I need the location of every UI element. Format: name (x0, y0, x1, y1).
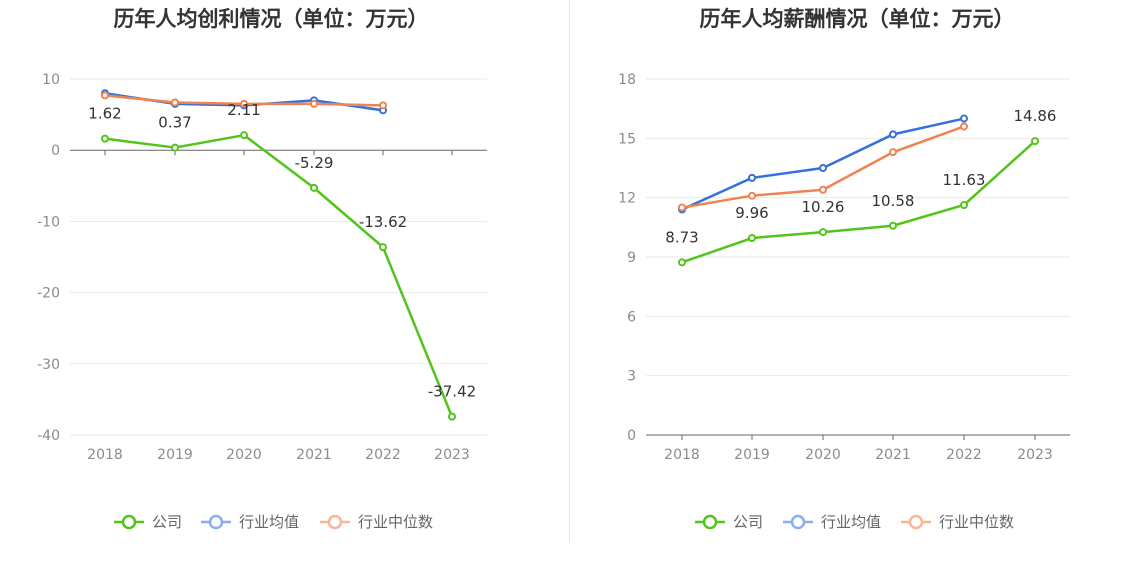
legend-marker-icon (327, 514, 343, 530)
legend-item-industry-average[interactable]: 行业均值 (201, 513, 299, 531)
series-industry-median-point[interactable] (240, 99, 248, 108)
legend-item-company[interactable]: 公司 (695, 513, 763, 531)
y-tick-label: -10 (37, 214, 60, 230)
data-label: 0.37 (158, 114, 191, 132)
x-tick-label: 2018 (664, 447, 700, 463)
y-tick-label: 18 (618, 72, 636, 88)
salary-per-capita-chart: 历年人均薪酬情况（单位：万元） 18 15 12 9 6 3 0 2018 2019 2020 20… (618, 7, 1070, 531)
series-industry-average-point[interactable] (889, 130, 897, 139)
x-tick-label: 2023 (434, 447, 470, 463)
data-label: 1.62 (88, 105, 121, 123)
x-tick-label: 2020 (805, 447, 841, 463)
chart-title: 历年人均薪酬情况（单位：万元） (700, 7, 1015, 31)
legend-label: 行业中位数 (939, 513, 1014, 531)
series-industry-median-point[interactable] (960, 122, 968, 131)
y-tick-label: 12 (618, 191, 636, 207)
series-company-point[interactable] (960, 200, 968, 209)
profit-per-capita-chart: 历年人均创利情况（单位：万元） 10 0 -10 -20 -30 -40 2018 2019 2… (37, 7, 487, 531)
chart-divider (569, 0, 570, 542)
legend-marker-icon (702, 514, 718, 530)
data-label: 10.58 (872, 192, 915, 210)
legend-marker-icon (121, 514, 137, 530)
legend-label: 公司 (152, 513, 182, 531)
x-tick-label: 2021 (875, 447, 911, 463)
series-company-point[interactable] (171, 143, 179, 152)
series-company-point[interactable] (448, 412, 456, 421)
series-company-line (681, 140, 1036, 264)
series-industry-median-point[interactable] (678, 203, 686, 212)
series-industry-median-point[interactable] (379, 101, 387, 110)
series-industry-median-point[interactable] (171, 98, 179, 107)
y-tick-label: 0 (51, 143, 60, 159)
x-tick-label: 2022 (365, 447, 401, 463)
y-tick-label: 0 (627, 428, 636, 444)
series-industry-median-point[interactable] (819, 185, 827, 194)
series-company-point[interactable] (819, 228, 827, 237)
y-tick-label: 6 (627, 309, 636, 325)
series-industry-average-point[interactable] (960, 114, 968, 123)
y-tick-label: -30 (37, 357, 60, 373)
x-tick-label: 2019 (734, 447, 770, 463)
data-label: 14.86 (1014, 107, 1057, 125)
series-industry-median-point[interactable] (310, 99, 318, 108)
x-tick-label: 2021 (296, 447, 332, 463)
legend-label: 行业均值 (821, 513, 881, 531)
legend-label: 公司 (733, 513, 763, 531)
legend-item-industry-average[interactable]: 行业均值 (783, 513, 881, 531)
series-industry-average-point[interactable] (748, 173, 756, 182)
x-tick-label: 2020 (226, 447, 262, 463)
legend-marker-icon (208, 514, 224, 530)
data-label: -37.42 (428, 383, 476, 401)
y-tick-label: -20 (37, 286, 60, 302)
legend-label: 行业中位数 (358, 513, 433, 531)
legend-marker-icon (790, 514, 806, 530)
y-tick-label: 10 (42, 72, 60, 88)
series-company-point[interactable] (379, 243, 387, 252)
data-label: 9.96 (735, 204, 768, 222)
y-tick-label: 9 (627, 250, 636, 266)
legend-item-company[interactable]: 公司 (114, 513, 182, 531)
data-label: -13.62 (359, 213, 407, 231)
legend-item-industry-median[interactable]: 行业中位数 (320, 513, 433, 531)
data-label: 10.26 (802, 198, 845, 216)
series-company-point[interactable] (678, 258, 686, 267)
legend-label: 行业均值 (239, 513, 299, 531)
data-label: 11.63 (943, 171, 986, 189)
series-industry-median-point[interactable] (101, 91, 109, 100)
series-industry-average-point[interactable] (819, 164, 827, 172)
chart-title: 历年人均创利情况（单位：万元） (114, 7, 429, 31)
x-tick-label: 2018 (87, 447, 123, 463)
series-industry-median-point[interactable] (889, 148, 897, 157)
series-company-point[interactable] (1031, 137, 1039, 146)
series-industry-median-point[interactable] (748, 191, 756, 200)
series-company-line (104, 133, 454, 418)
legend-item-industry-median[interactable]: 行业中位数 (901, 513, 1014, 531)
series-company-point[interactable] (889, 221, 897, 230)
series-company-point[interactable] (310, 183, 318, 192)
series-company-point[interactable] (101, 134, 109, 143)
x-tick-label: 2019 (157, 447, 193, 463)
y-tick-label: 15 (618, 131, 636, 147)
y-tick-label: 3 (627, 369, 636, 385)
legend-marker-icon (908, 514, 924, 530)
x-tick-label: 2023 (1017, 447, 1053, 463)
y-tick-label: -40 (37, 428, 60, 444)
data-label: -5.29 (295, 154, 334, 172)
series-company-point[interactable] (748, 234, 756, 243)
series-company-point[interactable] (240, 131, 248, 140)
data-label: 2.11 (227, 101, 260, 119)
data-label: 8.73 (665, 228, 698, 246)
x-tick-label: 2022 (946, 447, 982, 463)
